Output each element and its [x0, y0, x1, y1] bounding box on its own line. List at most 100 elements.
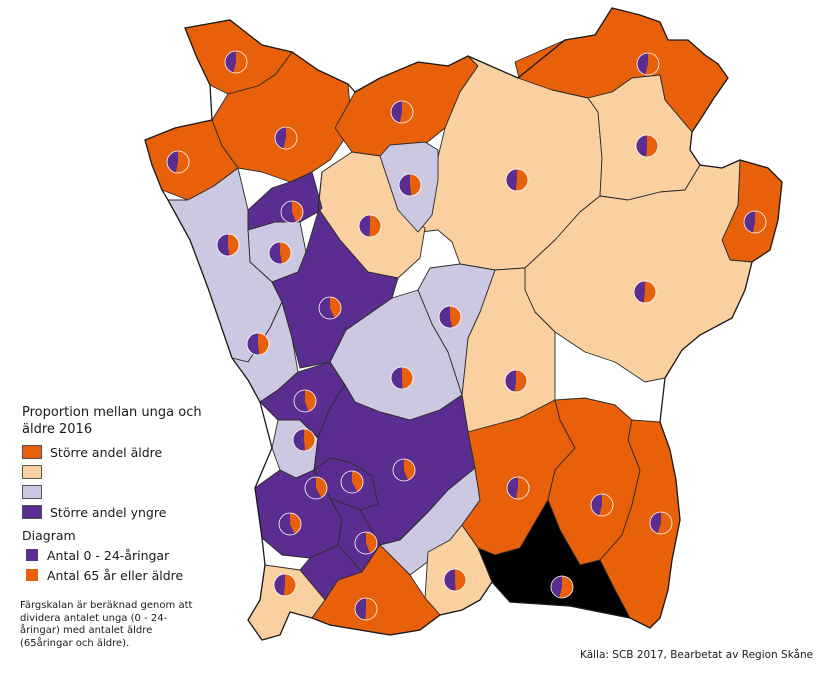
pie-slice-young — [634, 281, 645, 303]
pie-chart — [318, 296, 342, 320]
pie-slice-young — [391, 367, 403, 389]
legend-item-young-count: Antal 0 - 24-åringar — [22, 545, 222, 565]
pie-outline — [506, 476, 530, 500]
pie-chart — [590, 493, 614, 517]
pie-slice-young — [278, 513, 295, 535]
source-credit: Källa: SCB 2017, Bearbetat av Region Skå… — [580, 649, 814, 661]
pie-slice-young — [269, 242, 283, 264]
pie-outline — [635, 134, 659, 158]
pie-outline — [268, 241, 292, 265]
pie-chart — [166, 150, 190, 174]
pie-chart — [438, 305, 462, 329]
map-legend: Proportion mellan unga och äldre 2016 St… — [22, 404, 222, 585]
legend-title: Proportion mellan unga och äldre 2016 — [22, 405, 202, 437]
legend-item-old-count: Antal 65 år eller äldre — [22, 565, 222, 585]
pie-outline — [216, 233, 240, 257]
pie-outline — [304, 476, 328, 500]
pie-slice-young — [398, 173, 412, 196]
legend-label-old-count: Antal 65 år eller äldre — [47, 567, 184, 583]
pie-chart — [268, 241, 292, 265]
pie-outline — [438, 305, 462, 329]
pie-slice-young — [390, 100, 402, 123]
legend-swatch-older — [22, 445, 42, 459]
pie-chart — [216, 233, 240, 257]
pie-outline — [224, 50, 248, 74]
pie-slice-young — [341, 471, 358, 493]
pie-chart — [280, 200, 304, 224]
pie-slice-young — [743, 210, 755, 233]
pie-chart — [443, 568, 467, 592]
legend-item-light-younger — [22, 482, 222, 502]
pie-chart — [354, 531, 378, 555]
pie-outline — [633, 280, 657, 304]
municipality-astorp[interactable] — [247, 171, 323, 231]
pie-chart — [274, 126, 298, 150]
pie-chart — [340, 470, 364, 494]
pie-chart — [278, 512, 302, 536]
pie-slice-young — [246, 332, 260, 355]
legend-swatch-younger — [22, 505, 42, 519]
pie-slice-young — [225, 51, 236, 73]
pie-slice-young — [354, 597, 366, 620]
pie-outline — [274, 126, 298, 150]
pie-chart — [293, 389, 317, 413]
pie-chart — [390, 100, 414, 124]
legend-item-younger: Större andel yngre — [22, 502, 222, 522]
pie-slice-young — [444, 569, 456, 591]
pie-slice-young — [281, 201, 297, 223]
pie-outline — [398, 173, 422, 197]
pie-outline — [278, 512, 302, 536]
pie-slice-young — [355, 532, 371, 554]
pie-slice-young — [275, 127, 286, 149]
pie-chart — [358, 214, 382, 238]
pie-outline — [443, 568, 467, 592]
pie-outline — [358, 214, 382, 238]
pie-slice-young — [505, 370, 516, 392]
pie-chart — [635, 134, 659, 158]
pie-chart — [246, 332, 270, 356]
municipality-hoor[interactable] — [417, 263, 496, 396]
pie-outline — [550, 575, 574, 599]
pie-slice-young — [635, 134, 647, 157]
pie-slice-young — [292, 429, 306, 451]
pie-chart — [304, 476, 328, 500]
pie-outline — [340, 470, 364, 494]
pie-chart — [505, 168, 529, 192]
legend-label-older: Större andel äldre — [50, 444, 163, 460]
pie-slice-young — [216, 233, 230, 256]
pie-slice-young — [274, 574, 285, 596]
pie-outline — [390, 100, 414, 124]
legend-diagram-title: Diagram — [22, 528, 76, 543]
pie-outline — [504, 369, 528, 393]
pie-outline — [390, 366, 414, 390]
legend-label-younger: Större andel yngre — [50, 504, 167, 520]
pie-chart — [354, 597, 378, 621]
municipality-svalov[interactable] — [271, 171, 399, 369]
pie-chart — [649, 511, 673, 535]
pie-outline — [590, 493, 614, 517]
pie-chart — [398, 173, 422, 197]
pie-outline — [636, 52, 660, 76]
pie-chart — [292, 428, 316, 452]
pie-outline — [246, 332, 270, 356]
pie-outline — [354, 597, 378, 621]
coastline — [144, 7, 783, 641]
pie-slice-young — [439, 306, 453, 328]
pie-slice-young — [506, 169, 517, 191]
pie-slice-young — [591, 494, 602, 516]
pie-slice-young — [551, 576, 562, 598]
pie-slice-young — [293, 390, 309, 412]
pie-chart — [392, 458, 416, 482]
pie-chart — [504, 369, 528, 393]
pie-slice-young — [506, 476, 518, 499]
pie-slice-young — [305, 477, 322, 499]
legend-dot-old — [26, 569, 38, 581]
pie-chart — [390, 366, 414, 390]
pie-outline — [743, 210, 767, 234]
pie-slice-young — [318, 296, 335, 319]
legend-item-light-older — [22, 462, 222, 482]
legend-label-young-count: Antal 0 - 24-åringar — [47, 547, 170, 563]
pie-outline — [318, 296, 342, 320]
color-scale-note: Färgskalan är beräknad genom att divider… — [20, 600, 193, 649]
